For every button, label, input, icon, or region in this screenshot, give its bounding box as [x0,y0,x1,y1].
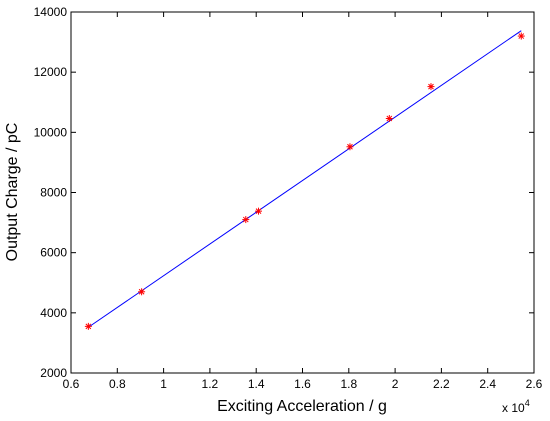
x-tick-label: 1.2 [202,377,219,391]
y-axis-ticks: 2000 4000 6000 8000 10000 12000 14000 [34,5,534,380]
x-tick-label: 2 [392,377,399,391]
x-tick-label: 1.6 [294,377,311,391]
data-point [242,216,250,224]
x-axis-multiplier: x 104 [502,398,530,415]
x-tick-label: 2.4 [479,377,496,391]
x-axis-multiplier-exponent: 4 [525,398,530,408]
fit-line [88,30,522,328]
x-axis-title: Exciting Acceleration / g [217,398,387,415]
x-tick-label: 2.6 [526,377,543,391]
x-tick-label: 1.4 [248,377,265,391]
y-tick-label: 6000 [40,246,67,260]
data-point [517,32,525,40]
y-tick-label: 12000 [34,65,68,79]
y-tick-label: 4000 [40,306,67,320]
data-point [255,207,263,215]
data-point [138,288,146,296]
x-tick-label: 0.8 [109,377,126,391]
plot-area [70,11,535,374]
series-layer [84,30,525,330]
y-tick-label: 10000 [34,125,68,139]
x-tick-label: 0.6 [63,377,80,391]
data-point [346,143,354,151]
data-point [427,83,435,91]
data-point [84,322,92,330]
x-axis-multiplier-base: x 10 [502,401,525,415]
y-axis-title: Output Charge / pC [4,123,21,262]
x-tick-label: 1 [160,377,167,391]
data-point [385,114,393,122]
x-tick-label: 1.8 [340,377,357,391]
x-tick-label: 2.2 [433,377,450,391]
y-tick-label: 8000 [40,186,67,200]
y-tick-label: 14000 [34,5,68,19]
x-axis-ticks: 0.6 0.8 1 1.2 1.4 1.6 1.8 2 2.2 2.4 2.6 [63,12,543,391]
y-tick-label: 2000 [40,366,67,380]
